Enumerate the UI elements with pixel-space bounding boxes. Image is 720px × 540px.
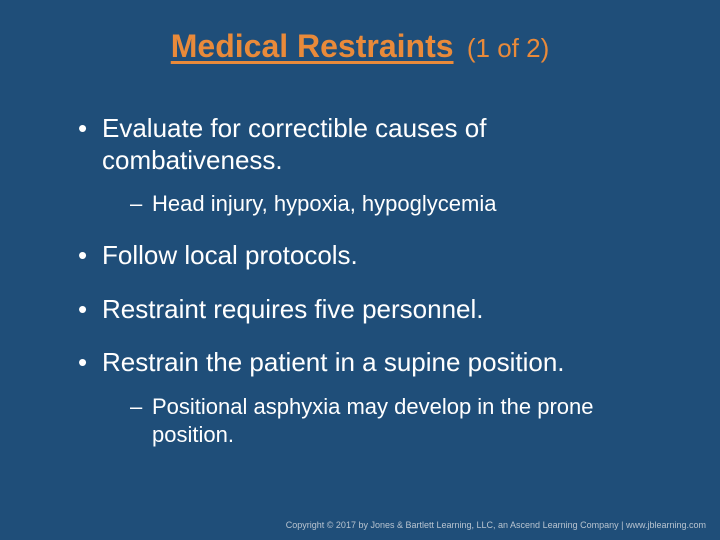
title-suffix: (1 of 2) bbox=[467, 33, 549, 63]
title-main: Medical Restraints bbox=[171, 28, 454, 64]
bullet-text: Restraint requires five personnel. bbox=[102, 294, 484, 324]
bullet-item: Follow local protocols. bbox=[78, 240, 660, 272]
copyright-text: Copyright © 2017 by Jones & Bartlett Lea… bbox=[286, 520, 706, 530]
bullet-text: Follow local protocols. bbox=[102, 240, 358, 270]
bullet-text: Evaluate for correctible causes of comba… bbox=[102, 113, 486, 175]
bullet-text: Restrain the patient in a supine positio… bbox=[102, 347, 565, 377]
sub-list: Positional asphyxia may develop in the p… bbox=[102, 393, 660, 448]
bullet-item: Evaluate for correctible causes of comba… bbox=[78, 113, 660, 218]
sub-item: Positional asphyxia may develop in the p… bbox=[130, 393, 660, 448]
bullet-item: Restrain the patient in a supine positio… bbox=[78, 347, 660, 448]
slide: Medical Restraints (1 of 2) Evaluate for… bbox=[0, 0, 720, 540]
bullet-list: Evaluate for correctible causes of comba… bbox=[60, 113, 660, 448]
sub-text: Head injury, hypoxia, hypoglycemia bbox=[152, 191, 496, 216]
sub-list: Head injury, hypoxia, hypoglycemia bbox=[102, 190, 660, 218]
sub-text: Positional asphyxia may develop in the p… bbox=[152, 394, 594, 447]
bullet-item: Restraint requires five personnel. bbox=[78, 294, 660, 326]
slide-title: Medical Restraints (1 of 2) bbox=[60, 28, 660, 65]
sub-item: Head injury, hypoxia, hypoglycemia bbox=[130, 190, 660, 218]
